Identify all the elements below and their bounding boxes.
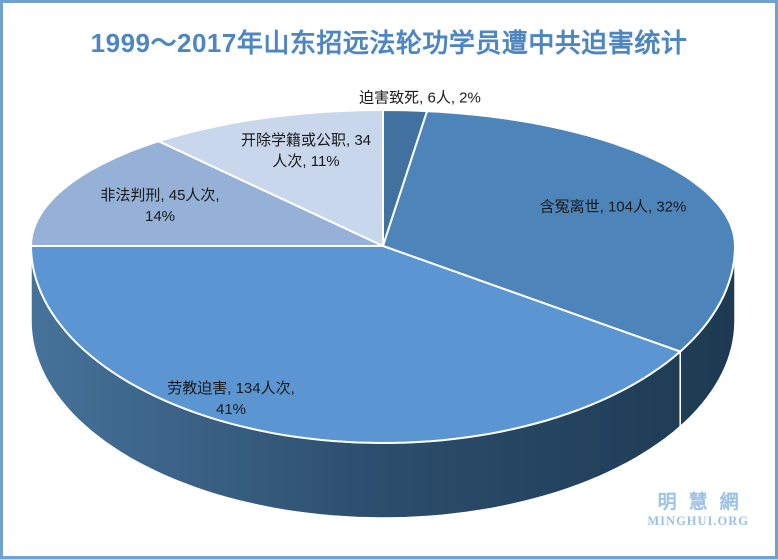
data-label-illegally-sentenced: 非法判刑, 45人次, 14%	[100, 185, 219, 227]
data-label-line: 劳教迫害, 134人次,	[167, 380, 295, 397]
chart-title: 1999～2017年山东招远法轮功学员遭中共迫害统计	[90, 28, 688, 58]
data-label-line: 人次, 11%	[272, 153, 340, 170]
data-label-line: 非法判刑, 45人次,	[100, 187, 220, 204]
data-label-died-from-persecution: 含冤离世, 104人, 32%	[540, 197, 687, 218]
pie-slice-died-from-persecution	[382, 110, 736, 353]
minghui-logo-latin: MINGHUI.ORG	[647, 514, 749, 528]
pie-slice-expelled-school-or-job	[157, 109, 384, 247]
data-label-line: 迫害致死, 6人, 2%	[359, 89, 481, 107]
data-label-line: 14%	[144, 208, 176, 225]
minghui-watermark: 明慧網 MINGHUI.ORG	[647, 492, 749, 528]
data-label-persecuted-to-death: 迫害致死, 6人, 2%	[359, 88, 481, 109]
data-label-line: 41%	[215, 401, 247, 418]
pie-slice-illegally-sentenced	[30, 140, 384, 247]
pie-slice-labor-camp-persecution	[30, 245, 682, 444]
data-label-labor-camp-persecution: 劳教迫害, 134人次, 41%	[167, 378, 295, 420]
pie-chart-3d	[30, 109, 736, 519]
data-label-line: 开除学籍或公职, 34	[240, 132, 372, 149]
minghui-logo-cjk: 明慧網	[657, 492, 751, 513]
data-label-expelled-school-or-job: 开除学籍或公职, 34 人次, 11%	[241, 130, 371, 172]
data-label-line: 含冤离世, 104人, 32%	[539, 198, 687, 216]
data-labels-layer: 迫害致死, 6人, 2% 含冤离世, 104人, 32% 劳教迫害, 134人次, 4…	[3, 3, 775, 556]
